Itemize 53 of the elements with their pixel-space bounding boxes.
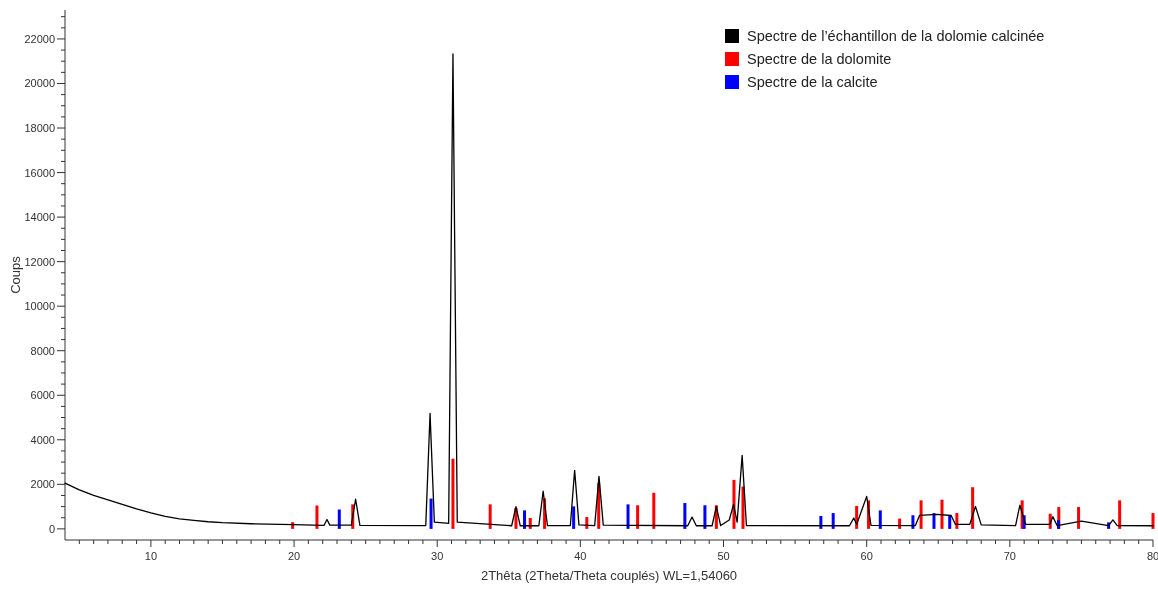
y-tick-label: 4000 [30, 433, 55, 446]
x-tick-label: 80 [1146, 550, 1158, 562]
legend-label: Spectre de la calcite [747, 74, 878, 90]
bar [1151, 513, 1155, 529]
y-tick-label: 0 [48, 522, 55, 535]
bar [971, 487, 975, 529]
y-tick-label: 12000 [24, 255, 55, 268]
bar [831, 513, 835, 529]
y-tick-label: 14000 [24, 211, 55, 224]
y-tick-label: 20000 [24, 77, 55, 90]
line-series [64, 53, 1154, 527]
x-tick-label: 60 [860, 550, 873, 562]
y-tick-label: 22000 [24, 32, 55, 45]
y-tick-label: 10000 [24, 300, 55, 313]
bar [451, 458, 455, 529]
x-tick-label: 10 [144, 550, 158, 562]
bar [940, 499, 944, 529]
bar [315, 505, 319, 529]
bar [955, 513, 959, 529]
bar [523, 510, 527, 529]
bar [683, 503, 687, 529]
bar [1077, 507, 1081, 529]
bar [878, 510, 882, 529]
x-tick-label: 30 [431, 550, 444, 562]
y-tick-label: 2000 [30, 478, 55, 491]
bar [932, 513, 936, 529]
y-tick-label: 8000 [30, 344, 55, 357]
y-tick-label: 6000 [30, 389, 55, 402]
x-tick-label: 70 [1003, 550, 1016, 562]
bar [911, 515, 915, 529]
bar [652, 492, 656, 529]
x-tick-label: 50 [717, 550, 730, 562]
y-tick-label: 16000 [24, 166, 55, 179]
bar [429, 498, 433, 529]
bar [626, 504, 630, 529]
bar [572, 506, 576, 529]
bar [819, 515, 823, 529]
x-tick-label: 40 [574, 550, 587, 562]
legend-label: Spectre de la dolomite [747, 51, 892, 67]
y-axis-title: Coups [8, 255, 23, 294]
bar [488, 504, 492, 529]
legend-label: Spectre de l’échantillon de la dolomie calcinée [747, 28, 1045, 44]
bar [948, 515, 952, 529]
x-tick-label: 20 [287, 550, 301, 562]
bar [337, 509, 341, 529]
bar [919, 500, 923, 529]
bar [1118, 500, 1122, 529]
y-tick-label: 18000 [24, 122, 55, 135]
bar [636, 505, 640, 529]
bar [703, 505, 707, 529]
bar [528, 517, 532, 529]
x-axis-title: 2Thêta (2Theta/Theta couplés) WL=1,54060 [480, 568, 738, 583]
bar [732, 479, 736, 529]
